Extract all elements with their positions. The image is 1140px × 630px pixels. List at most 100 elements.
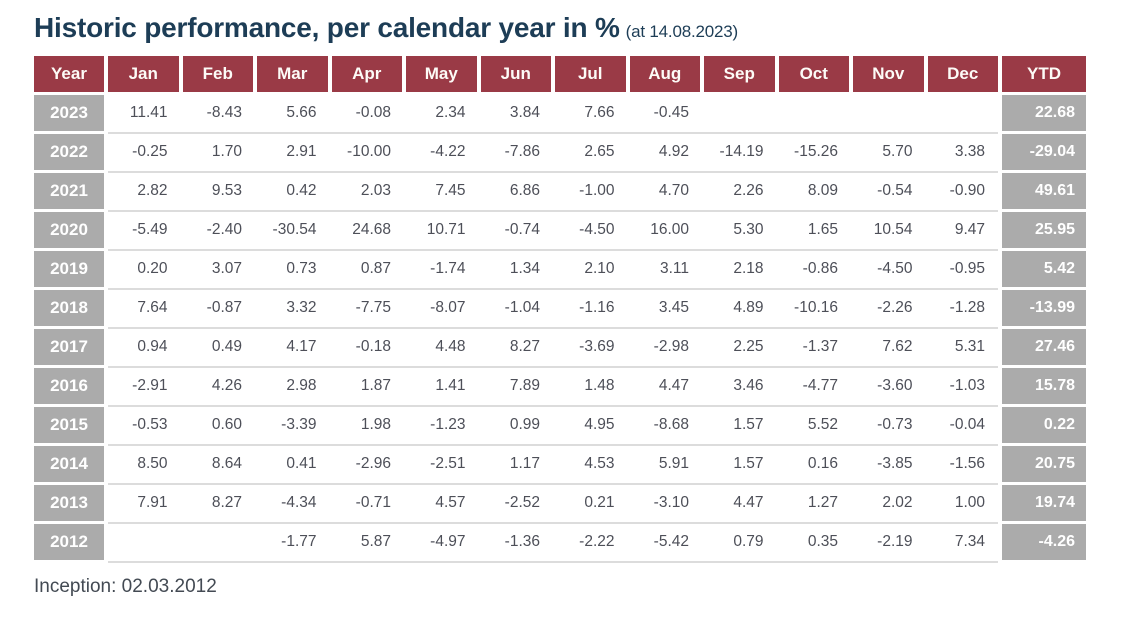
- ytd-value-cell: 15.78: [998, 366, 1086, 407]
- month-value-cell: -3.60: [851, 366, 926, 407]
- month-value-cell: 8.64: [180, 444, 255, 485]
- table-row: 2022 -0.25 1.70 2.91 -10.00 -4.22 -7.86 2.65 4.9…: [34, 132, 1086, 173]
- month-value-cell: [106, 522, 181, 563]
- month-value-cell: 4.53: [553, 444, 628, 485]
- month-value-cell: 0.16: [776, 444, 851, 485]
- header-cell-mar: Mar: [255, 56, 332, 95]
- month-value-cell: -1.77: [255, 522, 330, 563]
- month-value-cell: 5.91: [627, 444, 702, 485]
- month-value-cell: 11.41: [106, 93, 181, 134]
- month-value-cell: -1.23: [404, 405, 479, 446]
- month-value-cell: -8.07: [404, 288, 479, 329]
- month-value-cell: -2.52: [478, 483, 553, 524]
- month-value-cell: [702, 93, 777, 134]
- month-value-cell: 3.07: [180, 249, 255, 290]
- month-value-cell: 0.94: [106, 327, 181, 368]
- month-value-cell: 1.87: [329, 366, 404, 407]
- month-value-cell: 2.91: [255, 132, 330, 173]
- month-value-cell: 16.00: [627, 210, 702, 251]
- month-value-cell: -4.97: [404, 522, 479, 563]
- year-cell: 2017: [34, 327, 108, 368]
- month-value-cell: -0.95: [925, 249, 1000, 290]
- month-value-cell: 4.47: [627, 366, 702, 407]
- month-value-cell: -0.73: [851, 405, 926, 446]
- ytd-value-cell: 27.46: [998, 327, 1086, 368]
- month-value-cell: 4.57: [404, 483, 479, 524]
- month-value-cell: 2.65: [553, 132, 628, 173]
- month-value-cell: -10.00: [329, 132, 404, 173]
- month-value-cell: 2.82: [106, 171, 181, 212]
- ytd-value-cell: -13.99: [998, 288, 1086, 329]
- month-value-cell: -0.71: [329, 483, 404, 524]
- month-value-cell: 0.73: [255, 249, 330, 290]
- month-value-cell: -2.51: [404, 444, 479, 485]
- year-cell: 2019: [34, 249, 108, 290]
- header-cell-sep: Sep: [702, 56, 779, 95]
- month-value-cell: 2.03: [329, 171, 404, 212]
- month-value-cell: -8.68: [627, 405, 702, 446]
- ytd-value-cell: 5.42: [998, 249, 1086, 290]
- month-value-cell: 5.87: [329, 522, 404, 563]
- header-cell-may: May: [404, 56, 481, 95]
- month-value-cell: -4.22: [404, 132, 479, 173]
- month-value-cell: -1.36: [478, 522, 553, 563]
- ytd-value-cell: -4.26: [998, 522, 1086, 563]
- month-value-cell: 5.66: [255, 93, 330, 134]
- month-value-cell: -14.19: [702, 132, 777, 173]
- header-cell-oct: Oct: [776, 56, 853, 95]
- header-cell-year: Year: [34, 56, 108, 95]
- month-value-cell: 1.34: [478, 249, 553, 290]
- ytd-value-cell: 49.61: [998, 171, 1086, 212]
- month-value-cell: -0.45: [627, 93, 702, 134]
- month-value-cell: 7.64: [106, 288, 181, 329]
- month-value-cell: 4.95: [553, 405, 628, 446]
- month-value-cell: -2.19: [851, 522, 926, 563]
- month-value-cell: -3.10: [627, 483, 702, 524]
- month-value-cell: 7.62: [851, 327, 926, 368]
- month-value-cell: 1.17: [478, 444, 553, 485]
- month-value-cell: -0.53: [106, 405, 181, 446]
- page-title: Historic performance, per calendar year …: [34, 12, 1086, 44]
- year-cell: 2013: [34, 483, 108, 524]
- month-value-cell: 7.66: [553, 93, 628, 134]
- month-value-cell: 7.34: [925, 522, 1000, 563]
- month-value-cell: 1.70: [180, 132, 255, 173]
- month-value-cell: 1.27: [776, 483, 851, 524]
- ytd-value-cell: 20.75: [998, 444, 1086, 485]
- month-value-cell: 5.70: [851, 132, 926, 173]
- header-cell-ytd: YTD: [1000, 56, 1086, 95]
- month-value-cell: -1.04: [478, 288, 553, 329]
- month-value-cell: 7.45: [404, 171, 479, 212]
- header-cell-jul: Jul: [553, 56, 630, 95]
- month-value-cell: 7.91: [106, 483, 181, 524]
- month-value-cell: 8.27: [478, 327, 553, 368]
- month-value-cell: -0.25: [106, 132, 181, 173]
- month-value-cell: -7.75: [329, 288, 404, 329]
- year-cell: 2014: [34, 444, 108, 485]
- table-row: 2016 -2.91 4.26 2.98 1.87 1.41 7.89 1.48 4.47 3.4…: [34, 366, 1086, 407]
- table-row: 2019 0.20 3.07 0.73 0.87 -1.74 1.34 2.10 3.11 2.1…: [34, 249, 1086, 290]
- month-value-cell: -1.56: [925, 444, 1000, 485]
- month-value-cell: 1.41: [404, 366, 479, 407]
- month-value-cell: -0.90: [925, 171, 1000, 212]
- month-value-cell: 4.70: [627, 171, 702, 212]
- month-value-cell: [925, 93, 1000, 134]
- month-value-cell: 9.47: [925, 210, 1000, 251]
- month-value-cell: 3.32: [255, 288, 330, 329]
- month-value-cell: -30.54: [255, 210, 330, 251]
- ytd-value-cell: 0.22: [998, 405, 1086, 446]
- month-value-cell: -4.34: [255, 483, 330, 524]
- month-value-cell: 4.26: [180, 366, 255, 407]
- month-value-cell: 3.38: [925, 132, 1000, 173]
- month-value-cell: 10.71: [404, 210, 479, 251]
- month-value-cell: 2.98: [255, 366, 330, 407]
- performance-table-body: 2023 11.41 -8.43 5.66 -0.08 2.34 3.84 7.66 -0.45…: [34, 93, 1086, 563]
- month-value-cell: -7.86: [478, 132, 553, 173]
- year-cell: 2023: [34, 93, 108, 134]
- month-value-cell: -0.18: [329, 327, 404, 368]
- ytd-value-cell: 25.95: [998, 210, 1086, 251]
- month-value-cell: 2.10: [553, 249, 628, 290]
- month-value-cell: -0.87: [180, 288, 255, 329]
- month-value-cell: 0.49: [180, 327, 255, 368]
- month-value-cell: -3.85: [851, 444, 926, 485]
